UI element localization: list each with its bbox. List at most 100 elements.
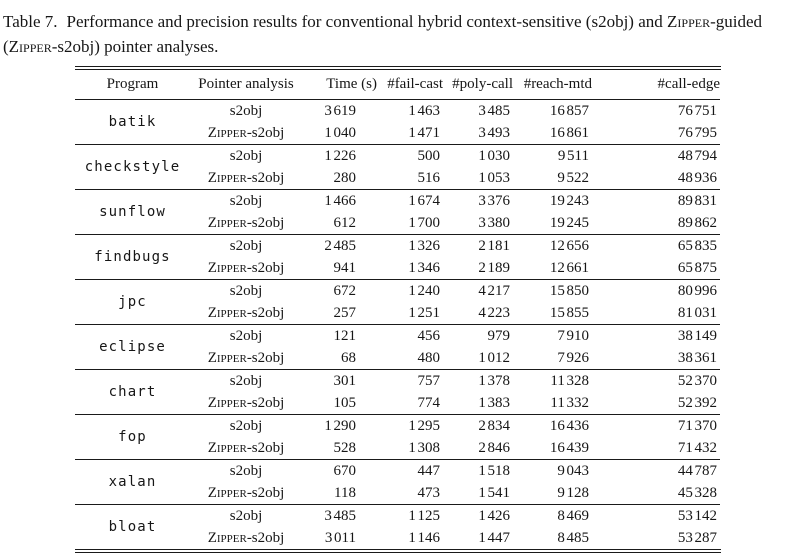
value-cell: 16 861	[549, 124, 589, 141]
value-cell: 1 053	[478, 169, 510, 186]
value-cell: 456	[377, 324, 443, 347]
value-cell: 1 466	[302, 189, 377, 212]
pointer-analysis-cell: Zipper-s2obj	[207, 529, 285, 546]
caption-smallcaps-zipper-2: Zipper	[8, 37, 52, 56]
value-cell: 500	[377, 144, 443, 167]
value-cell: 121	[302, 324, 377, 347]
value-cell: 1 346	[408, 259, 440, 276]
value-cell: 4 217	[443, 279, 513, 302]
value-cell: 1 290	[302, 414, 377, 437]
table-number: Table 7.	[3, 12, 58, 31]
table-row: fop s2obj 1 290 1 295 2 834 16 436 71 370	[75, 414, 720, 460]
pointer-analysis-cell: s2obj	[190, 279, 302, 302]
value-cell: 53 142	[592, 504, 720, 527]
pointer-analysis-cell: s2obj	[190, 459, 302, 482]
column-header-pointer-analysis: Pointer analysis	[190, 70, 302, 100]
value-cell: 105	[333, 394, 357, 411]
value-cell: 38 361	[677, 349, 717, 366]
pointer-analysis-cell: s2obj	[190, 369, 302, 392]
pointer-analysis-cell: Zipper-s2obj	[207, 349, 285, 366]
value-cell: 774	[417, 394, 441, 411]
value-cell: 1 308	[408, 439, 440, 456]
caption-text-2: -guided	[710, 12, 763, 31]
value-cell: 1 541	[478, 484, 510, 501]
value-cell: 4 223	[478, 304, 510, 321]
value-cell: 11 328	[513, 369, 592, 392]
value-cell: 3 493	[478, 124, 510, 141]
program-cell: chart	[75, 369, 190, 415]
value-cell: 53 287	[677, 529, 717, 546]
value-cell: 38 149	[592, 324, 720, 347]
value-cell: 1 295	[377, 414, 443, 437]
smallcaps-zipper: Zipper	[207, 124, 247, 141]
value-cell: 1 040	[324, 124, 356, 141]
value-cell: 979	[443, 324, 513, 347]
value-cell: 71 432	[677, 439, 717, 456]
program-cell: sunflow	[75, 189, 190, 235]
value-cell: 48 936	[677, 169, 717, 186]
program-cell: jpc	[75, 279, 190, 325]
value-cell: 516	[417, 169, 441, 186]
value-cell: 15 855	[549, 304, 589, 321]
value-cell: 7 910	[513, 324, 592, 347]
value-cell: 11 332	[550, 394, 589, 411]
value-cell: 45 328	[677, 484, 717, 501]
program-cell: xalan	[75, 459, 190, 505]
table-row: Zipper-s2obj 68 480 1 012 7 926 38 361	[75, 347, 720, 370]
smallcaps-zipper: Zipper	[207, 169, 247, 186]
value-cell: 1 700	[408, 214, 440, 231]
smallcaps-zipper: Zipper	[207, 214, 247, 231]
value-cell: 3 380	[478, 214, 510, 231]
value-cell: 9 511	[513, 144, 592, 167]
table-row: xalan s2obj 670 447 1 518 9 043 44 787	[75, 459, 720, 505]
pointer-analysis-cell: Zipper-s2obj	[207, 394, 285, 411]
value-cell: 12 661	[549, 259, 589, 276]
pointer-analysis-cell: s2obj	[190, 414, 302, 437]
value-cell: 3 485	[443, 99, 513, 122]
value-cell: 89 831	[592, 189, 720, 212]
table-row: Zipper-s2obj 280 516 1 053 9 522 48 936	[75, 167, 720, 190]
program-cell: findbugs	[75, 234, 190, 280]
value-cell: 12 656	[513, 234, 592, 257]
value-cell: 3 376	[443, 189, 513, 212]
value-cell: 7 926	[557, 349, 589, 366]
table-caption: Table 7. Performance and precision result…	[3, 9, 794, 59]
pointer-analysis-cell: s2obj	[190, 99, 302, 122]
caption-text-3: (	[3, 37, 9, 56]
value-cell: 1 463	[377, 99, 443, 122]
value-cell: 1 226	[302, 144, 377, 167]
value-cell: 16 436	[513, 414, 592, 437]
value-cell: 1 125	[377, 504, 443, 527]
table-row: eclipse s2obj 121 456 979 7 910 38 149	[75, 324, 720, 370]
value-cell: 1 378	[443, 369, 513, 392]
value-cell: 612	[333, 214, 357, 231]
smallcaps-zipper: Zipper	[207, 529, 247, 546]
pointer-analysis-cell: Zipper-s2obj	[207, 169, 285, 186]
value-cell: 1 146	[408, 529, 440, 546]
value-cell: 1 426	[443, 504, 513, 527]
value-cell: 8 469	[513, 504, 592, 527]
table-row: batik s2obj 3 619 1 463 3 485 16 857 76 751	[75, 99, 720, 145]
value-cell: 1 240	[377, 279, 443, 302]
pointer-analysis-cell: Zipper-s2obj	[207, 484, 285, 501]
table-header-row: Program Pointer analysis Time (s) #fail-…	[75, 70, 720, 100]
smallcaps-zipper: Zipper	[207, 259, 247, 276]
value-cell: 76 795	[677, 124, 717, 141]
value-cell: 257	[333, 304, 357, 321]
value-cell: 48 794	[592, 144, 720, 167]
table-row: checkstyle s2obj 1 226 500 1 030 9 511 48 794	[75, 144, 720, 190]
value-cell: 480	[417, 349, 441, 366]
table-row: Zipper-s2obj 105 774 1 383 11 332 52 392	[75, 392, 720, 415]
pointer-analysis-cell: Zipper-s2obj	[207, 259, 285, 276]
value-cell: 3 011	[324, 529, 356, 546]
pointer-analysis-cell: Zipper-s2obj	[207, 124, 285, 141]
table-row: Zipper-s2obj 1 040 1 471 3 493 16 861 76 795	[75, 122, 720, 145]
table-row: chart s2obj 301 757 1 378 11 328 52 370	[75, 369, 720, 415]
value-cell: 65 835	[592, 234, 720, 257]
column-header-fail-cast: #fail-cast	[377, 70, 443, 100]
value-cell: 3 485	[302, 504, 377, 527]
pointer-analysis-cell: Zipper-s2obj	[207, 304, 285, 321]
value-cell: 89 862	[677, 214, 717, 231]
value-cell: 16 439	[549, 439, 589, 456]
program-cell: fop	[75, 414, 190, 460]
